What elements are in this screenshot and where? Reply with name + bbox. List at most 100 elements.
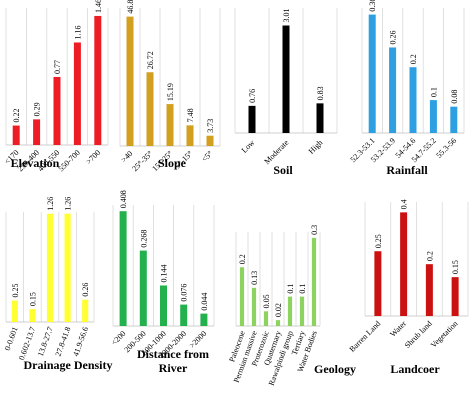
panel-rainfall-value-label: 0.08 [450, 90, 459, 104]
panel-geology-bar-proterozoic [263, 311, 269, 326]
panel-drainage-density-bar-0-0-601 [11, 300, 18, 322]
panel-drainage-density-value-label: 0.26 [81, 283, 90, 297]
panel-slope: 46.88>4026.7225°-35°15.1915°-25°7.485°-1… [119, 0, 221, 173]
panel-landcoer-value-label: 0.4 [400, 199, 409, 209]
panel-geology-value-label: 0.13 [250, 271, 259, 285]
panel-geology-bar-water-bodies [311, 237, 317, 326]
panel-elevation-title: Elevation [11, 156, 60, 170]
panel-rainfall-value-label: 0.1 [429, 87, 438, 97]
panel-drainage-density: 0.25 0-0.601 0.15 0.602-13.7 1.26 13.8-27.7 1.… [3, 197, 113, 372]
panel-rainfall-value-label: 0.26 [389, 30, 398, 44]
panel-drainage-density-bar-27-8-41-8 [64, 213, 71, 322]
panel-rainfall-bar-54-7-55-2 [429, 100, 437, 133]
panel-slope-title: Slope [158, 156, 187, 170]
panel-slope-value-label: 26.72 [146, 51, 155, 69]
panel-soil-tick-label: High [307, 138, 325, 156]
panel-slope-bar-5 [206, 135, 214, 146]
panel-landcoer-value-label: 0.25 [374, 234, 383, 248]
panel-elevation-tick-label: 550-700 [57, 148, 82, 173]
panel-slope-value-label: 15.19 [166, 83, 175, 101]
panel-geology-value-label: 0.2 [238, 254, 247, 264]
panel-soil-value-label: 0.76 [248, 89, 257, 103]
panel-drainage-density-tick-label: 0.602-13.7 [17, 326, 37, 362]
panel-elevation-value-label: 0.77 [53, 60, 62, 74]
panel-distance-from-river: 0.408<2000.268200-5000.144500-10000.0761… [109, 190, 215, 375]
panel-geology-title: Geology [314, 362, 356, 376]
panel-distance-from-river-title: Distance from River [137, 347, 209, 375]
panel-soil-bar-moderate [282, 25, 290, 133]
panel-distance-from-river-bar-2000 [200, 313, 208, 326]
panel-geology-value-label: 0.02 [274, 303, 283, 317]
panel-elevation-bar-170 [12, 125, 20, 145]
panel-rainfall-value-label: 0.2 [409, 54, 418, 64]
panel-landcoer-bar-vegetation [451, 277, 459, 316]
panel-landcoer-tick-label: Barren Land [347, 319, 382, 354]
panel-geology-bar-tertiary [299, 296, 305, 326]
panel-rainfall-tick-label: 55.3-56 [434, 136, 458, 160]
panel-slope-value-label: 46.88 [126, 0, 135, 14]
panel-geology-bar-quaternary [275, 320, 281, 326]
panel-rainfall-bar-52-3-53-1 [368, 14, 376, 133]
panel-elevation-value-label: 1.46 [94, 0, 103, 13]
panel-drainage-density-value-label: 1.26 [46, 197, 55, 211]
panel-drainage-density-value-label: 1.26 [64, 197, 73, 211]
panel-geology-value-label: 0.1 [298, 284, 307, 294]
panel-rainfall-bar-55-3-56 [450, 106, 458, 133]
panel-soil-title: Soil [273, 163, 293, 177]
panel-soil: 0.76 Low 3.01 Moderate 0.83 High Soil [234, 8, 338, 177]
panel-geology-bar-rawalpindi-group [287, 296, 293, 326]
panel-landcoer-bar-shrub-land [425, 264, 433, 316]
panel-elevation-bar-250-400 [33, 119, 41, 145]
panel-elevation-bar-550-700 [73, 42, 81, 146]
panel-soil-value-label: 0.83 [316, 86, 325, 100]
panel-elevation-bar-400-550 [53, 76, 61, 145]
panel-drainage-density-tick-label: 41.9-56.6 [71, 326, 90, 358]
panel-rainfall-value-label: 0.36 [368, 0, 377, 12]
panel-geology-value-label: 0.3 [310, 225, 319, 235]
panel-drainage-density-tick-label: 13.8-27.7 [36, 326, 55, 358]
panel-elevation-tick-label: >700 [84, 148, 102, 166]
panel-slope-tick-label: <5° [200, 149, 215, 164]
panel-distance-from-river-bar-200 [119, 211, 127, 326]
panel-elevation-value-label: 1.16 [73, 25, 82, 39]
panel-landcoer-tick-label: Water [388, 319, 408, 339]
panel-landcoer-tick-label: Shrub land [403, 319, 434, 350]
panel-elevation-value-label: 0.29 [33, 102, 42, 116]
panel-rainfall: 0.3652.3-53.10.2653.2-53.90.254-54.60.15… [349, 0, 465, 177]
panel-slope-bar-15-25 [166, 104, 174, 146]
panel-drainage-density-tick-label: 27.8-41.8 [54, 326, 73, 358]
panel-elevation-bar-700 [94, 15, 102, 146]
panel-slope-bar-25-35 [146, 72, 154, 146]
panel-landcoer-tick-label: Vegetation [429, 319, 460, 350]
panel-elevation: 0.22<1700.29250-4000.77400-5501.16550-70… [3, 0, 109, 173]
panel-slope-value-label: 7.48 [186, 108, 195, 122]
panel-distance-from-river-bar-1000-2000 [180, 304, 188, 326]
panel-geology-value-label: 0.1 [286, 284, 295, 294]
panel-rainfall-bar-53-2-53-9 [389, 47, 397, 134]
panel-rainfall-bar-54-54-6 [409, 67, 417, 133]
panel-slope-value-label: 3.73 [206, 119, 215, 133]
panel-distance-from-river-value-label: 0.044 [200, 293, 209, 311]
panel-soil-bar-low [248, 105, 256, 133]
panel-elevation-value-label: 0.22 [12, 109, 21, 123]
panel-drainage-density-bar-41-9-56-6 [82, 299, 89, 322]
panel-distance-from-river-bar-200-500 [139, 250, 147, 326]
panel-distance-from-river-bar-500-1000 [160, 285, 167, 326]
panel-landcoer-bar-water [400, 212, 408, 316]
panel-landcoer: 0.25 Barren Land 0.4 Water 0.2 Shrub land 0.15… [347, 199, 469, 376]
panel-slope-bar-40 [126, 16, 134, 146]
panel-soil-bar-high [316, 103, 324, 133]
panel-landcoer-value-label: 0.2 [425, 251, 434, 261]
panel-geology-bar-paleocene [239, 267, 245, 326]
panel-distance-from-river-value-label: 0.144 [160, 264, 169, 282]
panel-drainage-density-title: Drainage Density [24, 358, 113, 372]
panel-geology-value-label: 0.05 [262, 294, 271, 308]
panel-landcoer-bar-barren-land [374, 251, 382, 316]
panel-distance-from-river-value-label: 0.076 [180, 284, 189, 302]
panel-slope-bar-5-15 [186, 125, 194, 146]
panel-drainage-density-bar-13-8-27-7 [46, 213, 54, 322]
panel-slope-tick-label: 25°-35° [130, 149, 154, 173]
panel-drainage-density-tick-label: 0-0.601 [3, 326, 20, 352]
